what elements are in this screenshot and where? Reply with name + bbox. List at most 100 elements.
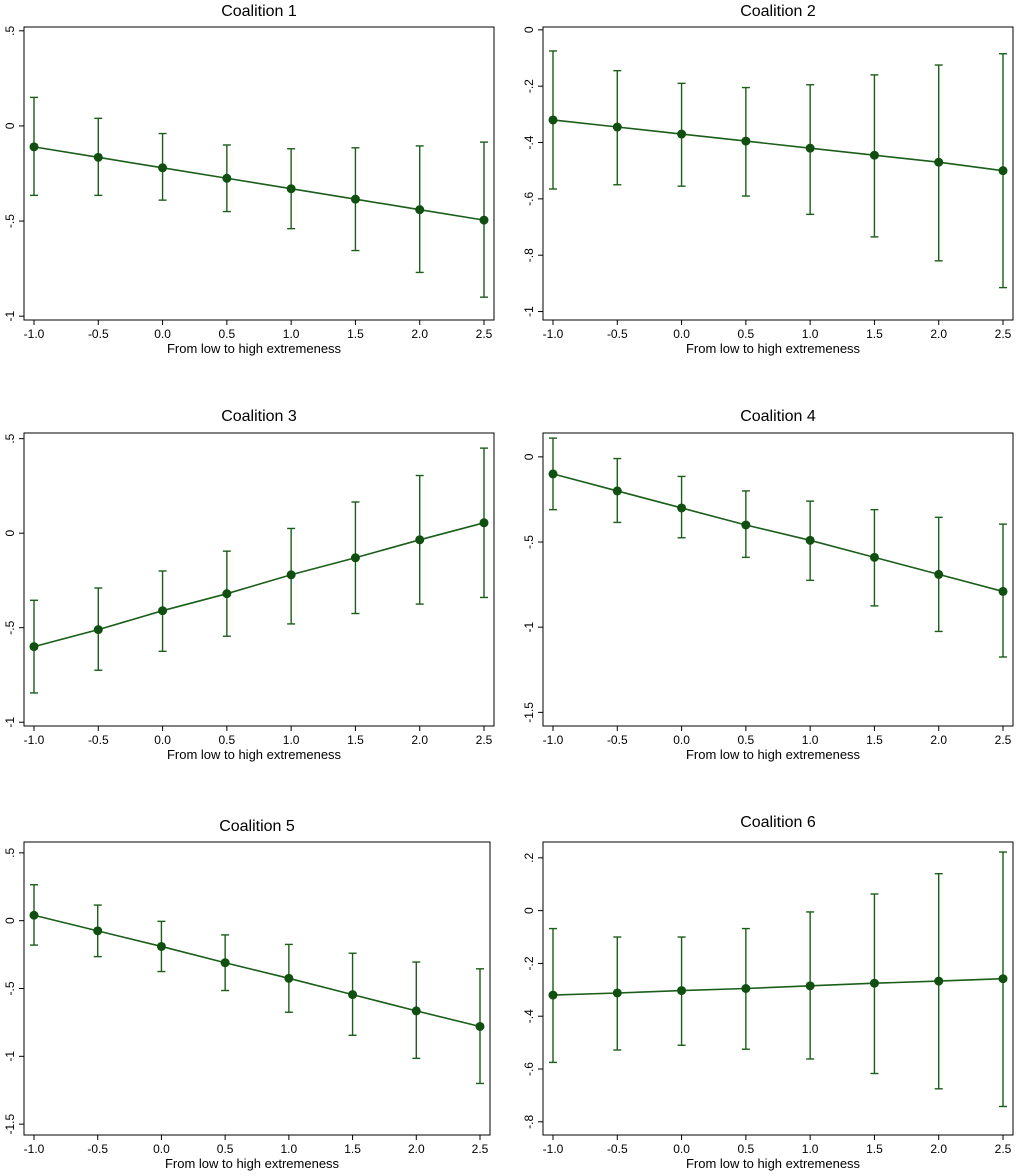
data-point <box>479 215 489 225</box>
data-point <box>29 642 39 652</box>
x-tick-label: 1.0 <box>283 733 300 747</box>
data-point <box>612 122 622 132</box>
plot-frame <box>23 26 495 321</box>
y-tick-label: 0 <box>522 453 536 460</box>
data-point <box>286 570 296 580</box>
x-tick-label: -1.0 <box>24 733 45 747</box>
x-tick-label: 1.5 <box>866 327 883 341</box>
data-point <box>348 990 358 1000</box>
x-tick-label: 1.5 <box>866 733 883 747</box>
x-tick-label: -0.5 <box>607 733 628 747</box>
y-tick-label: 0 <box>522 907 536 914</box>
x-tick-label: 0.0 <box>153 1142 170 1156</box>
plot-frame <box>23 432 495 727</box>
y-tick-label: -.8 <box>522 248 536 262</box>
x-tick-label: 2.5 <box>472 1142 489 1156</box>
x-tick-label: 2.0 <box>408 1142 425 1156</box>
data-point <box>998 586 1008 596</box>
x-tick-label: 0.0 <box>673 327 690 341</box>
data-point <box>222 589 232 599</box>
y-tick-label: -.6 <box>522 192 536 206</box>
series-line <box>33 146 485 221</box>
data-point <box>415 205 425 215</box>
x-axis-title: From low to high extremeness <box>167 341 342 356</box>
chart-panel-3: Coalition 3-1.0 -0.5 0.0 0.5 1.0 1.5 2.0 2.5Fro… <box>3 408 495 762</box>
y-tick-label: .5 <box>3 848 17 858</box>
x-tick-label: 0.5 <box>219 327 236 341</box>
y-tick-label: 0 <box>3 122 17 129</box>
data-point <box>220 958 230 968</box>
chart-title: Coalition 2 <box>740 3 816 20</box>
data-point <box>869 552 879 562</box>
data-point <box>350 194 360 204</box>
data-point <box>612 486 622 496</box>
data-point <box>869 150 879 160</box>
x-tick-label: 0.0 <box>673 733 690 747</box>
chart-title: Coalition 1 <box>221 3 297 20</box>
chart-panel-6: Coalition 6 -1.0 -0.5 0.0 0.5 1.0 1.5 2.0 2.5 Fro… <box>522 814 1014 1171</box>
data-point <box>93 926 103 936</box>
x-tick-label: 2.0 <box>411 733 428 747</box>
data-point <box>741 136 751 146</box>
x-tick-label: 1.5 <box>344 1142 361 1156</box>
x-tick-label: 0.5 <box>738 733 755 747</box>
x-tick-label: -1.0 <box>543 733 564 747</box>
data-point <box>934 157 944 167</box>
x-tick-label: 2.5 <box>476 327 493 341</box>
data-point <box>741 520 751 530</box>
x-axis-title: From low to high extremeness <box>165 1156 340 1171</box>
x-tick-label: 1.0 <box>283 327 300 341</box>
plot-frame <box>542 26 1014 321</box>
x-tick-label: 0.5 <box>219 733 236 747</box>
x-tick-label: -0.5 <box>607 327 628 341</box>
data-point <box>415 535 425 545</box>
y-tick-label: .2 <box>522 853 536 863</box>
x-tick-label: 2.5 <box>995 733 1012 747</box>
data-point <box>29 910 39 920</box>
x-tick-label: 2.0 <box>930 1142 947 1156</box>
x-tick-label: 2.5 <box>995 1142 1012 1156</box>
data-point <box>677 986 687 996</box>
x-tick-label: -0.5 <box>607 1142 628 1156</box>
data-point <box>869 978 879 988</box>
chart-title: Coalition 5 <box>219 818 295 835</box>
x-tick-label: -0.5 <box>88 327 109 341</box>
x-axis-title: From low to high extremeness <box>686 341 861 356</box>
y-tick-label: -1.5 <box>3 1113 17 1134</box>
x-tick-label: 1.5 <box>347 327 364 341</box>
data-point <box>29 142 39 152</box>
x-tick-label: 0.0 <box>154 733 171 747</box>
data-point <box>286 184 296 194</box>
data-point <box>156 941 166 951</box>
x-tick-label: 0.0 <box>154 327 171 341</box>
data-point <box>411 1006 421 1016</box>
chart-panel-2: Coalition 2 -1.0 -0.5 0.0 0.5 1.0 1.5 2.0 2.5 Fro… <box>522 3 1014 356</box>
y-tick-label: -1 <box>3 311 17 322</box>
x-tick-label: 1.5 <box>866 1142 883 1156</box>
x-tick-label: 2.0 <box>930 733 947 747</box>
data-point <box>741 984 751 993</box>
data-point <box>677 129 687 139</box>
data-point <box>934 976 944 986</box>
y-tick-label: -1 <box>522 622 536 633</box>
chart-title: Coalition 4 <box>740 408 816 425</box>
x-tick-label: -1.0 <box>24 327 45 341</box>
y-tick-label: -1 <box>3 1051 17 1062</box>
y-tick-label: -.5 <box>3 214 17 228</box>
data-point <box>475 1021 485 1031</box>
y-tick-label: -.5 <box>522 535 536 549</box>
x-axis-title: From low to high extremeness <box>167 747 342 762</box>
data-point <box>479 518 489 528</box>
series-line <box>552 977 1004 996</box>
x-tick-label: 1.0 <box>802 1142 819 1156</box>
chart-panel-5: Coalition 5-1.0 -0.5 0.0 0.5 1.0 1.5 2.0 2.5Fro… <box>3 818 491 1171</box>
series-line <box>552 119 1004 172</box>
y-tick-label: -1 <box>3 717 17 728</box>
y-tick-label: -.5 <box>3 620 17 634</box>
x-tick-label: 1.0 <box>802 733 819 747</box>
data-point <box>934 569 944 579</box>
x-tick-label: 0.5 <box>738 327 755 341</box>
data-point <box>612 988 622 998</box>
x-axis-title: From low to high extremeness <box>686 1156 861 1171</box>
